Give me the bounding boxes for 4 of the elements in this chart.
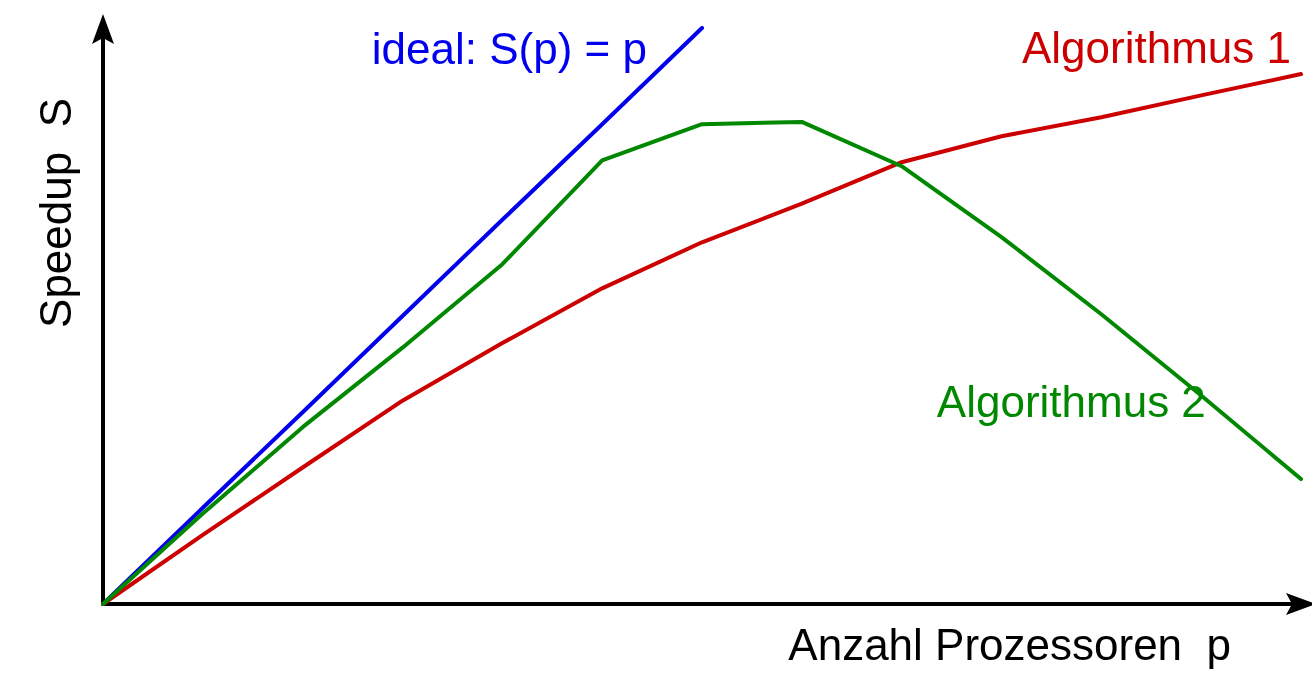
- series-label: Algorithmus 1: [1021, 22, 1291, 72]
- x-axis-title: Anzahl Prozessoren p: [788, 619, 1231, 669]
- y-axis-title: Speedup S: [30, 98, 80, 328]
- series-label: ideal: S(p) = p: [371, 23, 647, 73]
